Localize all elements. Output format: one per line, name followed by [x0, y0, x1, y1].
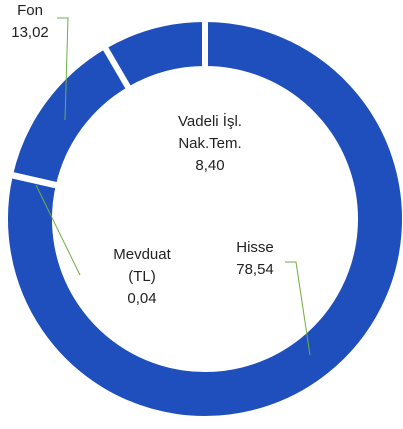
donut-segment [6, 42, 134, 190]
donut-segment [100, 15, 208, 94]
value-label: 13,02 [11, 24, 49, 41]
value-label: 0,04 [127, 290, 157, 307]
leader-line [285, 261, 311, 356]
value-label: 8,40 [195, 157, 225, 174]
category-label: Hisse [236, 239, 274, 256]
category-label: Vadeli İşl. Nak.Tem. [178, 113, 242, 152]
value-label: 78,54 [236, 261, 274, 278]
leader-line [57, 17, 69, 121]
donut-segment [2, 15, 403, 422]
leader-line [35, 184, 81, 276]
category-label: Fon [17, 2, 43, 19]
category-label: Mevduat (TL) [113, 246, 171, 285]
